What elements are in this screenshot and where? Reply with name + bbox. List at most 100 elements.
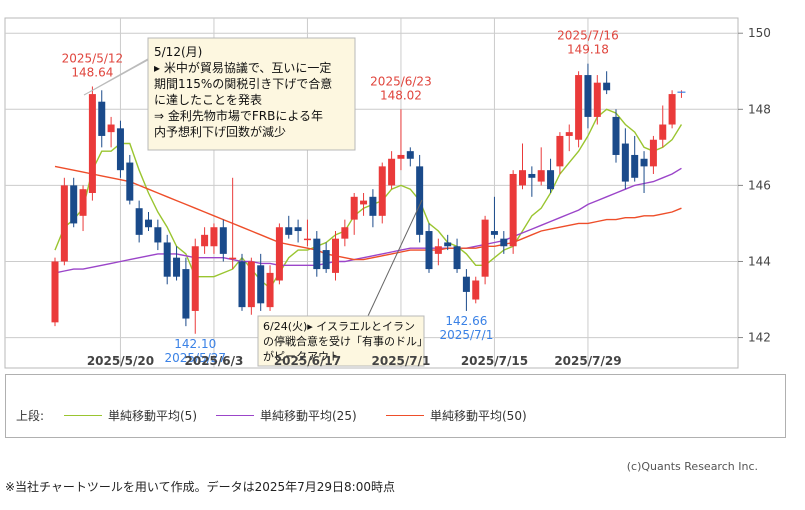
candle-body: [60, 185, 68, 262]
candle-body: [88, 94, 96, 193]
sma-line-5: [54, 108, 683, 290]
candle-body: [444, 242, 452, 247]
candle-body: [416, 166, 424, 235]
legend-label-sma50: 単純移動平均(50): [430, 409, 527, 423]
extreme-label: 2025/5/27: [164, 351, 226, 365]
candle-body: [472, 280, 480, 300]
candle-body: [537, 170, 545, 182]
candle-body: [378, 166, 386, 216]
y-tick-label: 148: [748, 102, 771, 116]
candle-body: [388, 158, 396, 186]
candle-body: [509, 173, 517, 247]
candle-body: [98, 101, 106, 136]
callout-leader: [367, 199, 423, 317]
footnote: ※当社チャートツールを用いて作成。データは2025年7月29日8:00時点: [5, 480, 395, 494]
candle-body: [490, 231, 498, 235]
candle-body: [126, 162, 134, 201]
candle-body: [528, 173, 536, 178]
candle-body: [294, 227, 302, 232]
callout-text: がピークアウト: [263, 349, 340, 363]
callout-text: 6/24(火)▸ イスラエルとイラン: [263, 320, 415, 333]
legend-item-sma5: 単純移動平均(5): [64, 407, 197, 424]
candle-body: [640, 158, 648, 167]
candle-body: [107, 124, 115, 133]
callout-box-0512: [147, 37, 356, 151]
extreme-label: 142.66: [445, 314, 487, 328]
sma-line-50: [54, 165, 682, 261]
candle-body: [397, 154, 405, 159]
candle-body: [565, 132, 573, 136]
callout-text: 期間115%の関税引き下げで合意: [154, 76, 332, 91]
candle-body: [369, 196, 377, 216]
callout-box-0624: [257, 315, 425, 367]
candle-body: [285, 227, 293, 235]
candle-body: [332, 238, 339, 273]
candle-body: [593, 82, 601, 117]
candle-body: [481, 219, 489, 277]
legend-label-sma5: 単純移動平均(5): [108, 409, 197, 423]
candle-body: [621, 143, 629, 182]
candle-body: [210, 227, 218, 247]
x-tick-label: 2025/7/15: [461, 354, 528, 368]
extreme-label: 148.02: [380, 88, 422, 102]
candle-body: [116, 128, 124, 171]
callout-text: 5/12(月): [154, 45, 202, 59]
callout-text: に達したことを発表: [154, 93, 262, 107]
extreme-label: 149.18: [567, 43, 609, 57]
candle-body: [575, 75, 583, 140]
candle-body: [519, 170, 526, 186]
candle-body: [584, 75, 592, 117]
copyright-credit: (c)Quants Research Inc.: [626, 460, 758, 473]
y-tick-label: 144: [748, 254, 771, 268]
candle-body: [322, 250, 330, 270]
candle-body: [173, 257, 181, 277]
x-tick-label: 2025/7/1: [372, 354, 431, 368]
legend-label-sma25: 単純移動平均(25): [260, 409, 357, 423]
extreme-label: 2025/6/23: [370, 74, 432, 88]
candle-body: [434, 246, 442, 254]
y-tick-label: 150: [748, 26, 771, 40]
x-tick-label: 2025/6/3: [185, 354, 244, 368]
candle-body: [556, 135, 564, 167]
extreme-label: 2025/5/12: [62, 51, 124, 65]
candle-body: [70, 185, 78, 224]
candle-body: [453, 246, 461, 270]
extreme-label: 148.64: [71, 65, 113, 79]
candle-body: [659, 124, 667, 140]
candle-body: [257, 265, 265, 304]
candle-body: [201, 234, 209, 247]
y-tick-label: 142: [748, 331, 771, 345]
candle-body: [191, 246, 199, 311]
callout-text: 内予想利下げ回数が減少: [154, 124, 286, 139]
candle-body: [135, 208, 143, 235]
legend-item-sma25: 単純移動平均(25): [216, 407, 357, 424]
candle-body: [631, 154, 639, 178]
legend-swatch-sma5: [64, 415, 102, 416]
callout-text: ▸ 米中が貿易協議で、互いに一定: [154, 60, 331, 75]
extreme-label: 2025/7/1: [439, 328, 493, 342]
candle-body: [668, 94, 676, 125]
candle-body: [462, 276, 470, 292]
candle-body: [406, 151, 414, 159]
candle-body: [612, 116, 620, 155]
candle-body: [229, 257, 237, 260]
extreme-label: 2025/7/16: [557, 29, 619, 43]
candle-body: [425, 231, 433, 270]
candle-body: [303, 238, 311, 241]
x-tick-label: 2025/6/17: [274, 354, 341, 368]
candle-body: [360, 200, 368, 205]
y-tick-label: 146: [748, 178, 771, 192]
extreme-label: 142.10: [174, 337, 216, 351]
callout-text: ⇒ 金利先物市場でFRBによる年: [154, 108, 323, 123]
candle-body: [266, 272, 274, 308]
candle-body: [350, 196, 358, 220]
candle-body: [79, 189, 87, 216]
x-tick-label: 2025/5/20: [87, 354, 154, 368]
x-tick-label: 2025/7/29: [554, 354, 621, 368]
callout-text: の停戦合意を受け「有事のドル」: [263, 334, 428, 348]
candle-body: [649, 139, 657, 167]
legend-swatch-sma25: [216, 415, 254, 416]
candle-body: [238, 261, 246, 308]
candle-body: [219, 227, 227, 254]
